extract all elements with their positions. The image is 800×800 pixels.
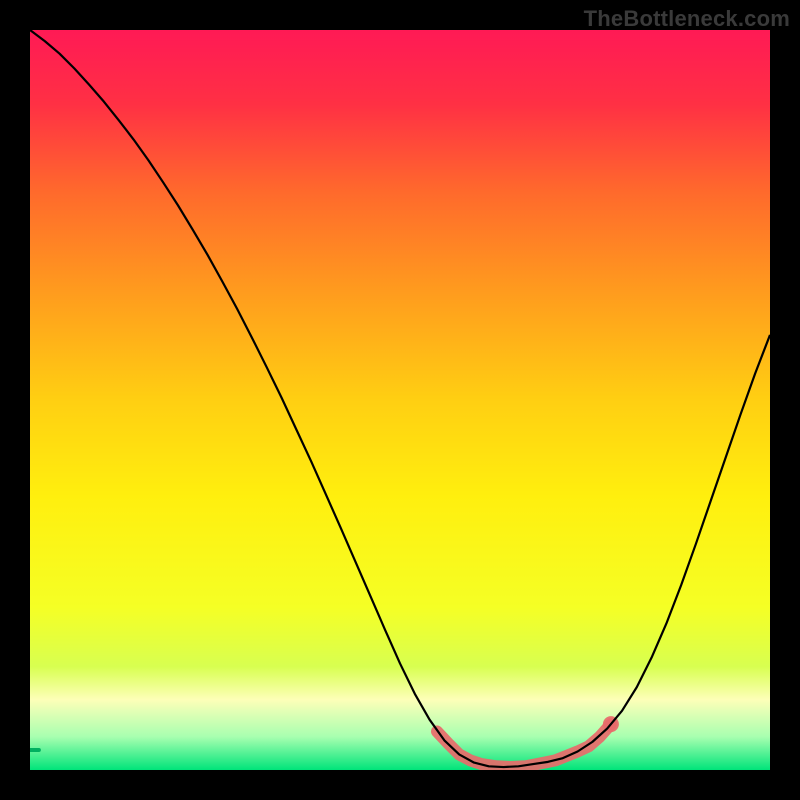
plot-area <box>30 30 770 770</box>
bottleneck-chart <box>0 0 800 800</box>
gradient-background <box>30 30 770 770</box>
watermark-text: TheBottleneck.com <box>584 6 790 32</box>
chart-stage: TheBottleneck.com <box>0 0 800 800</box>
